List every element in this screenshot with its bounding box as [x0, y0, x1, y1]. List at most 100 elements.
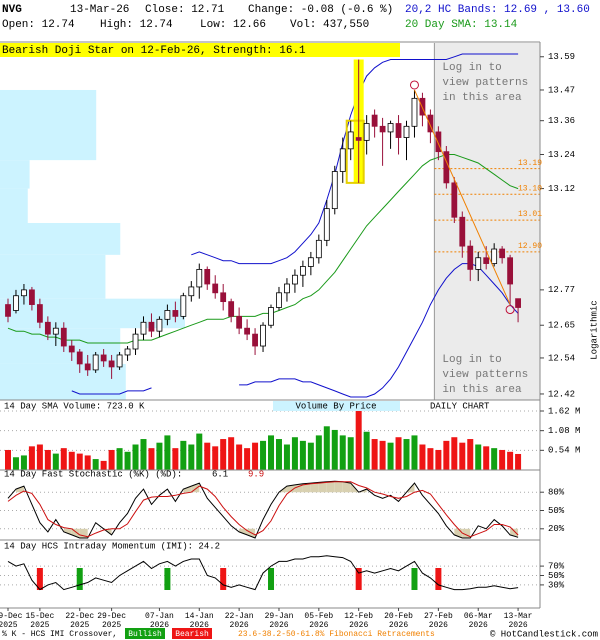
open: Open: 12.74: [2, 19, 75, 31]
volume-bar: [36, 444, 43, 470]
panel-label: DAILY CHART: [430, 401, 490, 411]
candle-body: [228, 301, 235, 317]
candle-body: [68, 345, 75, 353]
pattern-outline: [345, 119, 365, 184]
back-layer: [0, 43, 540, 590]
low: Low: 12.66: [200, 19, 266, 31]
x-tick-label: 22-Dec: [65, 612, 94, 621]
footer-bullish: Bullish: [128, 630, 162, 639]
candle-body: [355, 137, 362, 141]
volume-bar: [371, 439, 378, 470]
candle-body: [459, 216, 466, 247]
candle-body: [387, 123, 394, 133]
volume-bar: [467, 439, 474, 470]
volume-bar: [108, 449, 115, 470]
candle-body: [92, 354, 99, 371]
change: Change: -0.08 (-0.6 %): [248, 4, 393, 16]
oversold-shade: [63, 528, 72, 535]
x-tick-label: 2026: [150, 621, 169, 630]
candle-body: [371, 114, 378, 127]
bands-legend: 20,2 HC Bands: 12.69 , 13.60: [405, 4, 590, 16]
x-tick-label: 2026: [508, 621, 527, 630]
volume-bar: [180, 440, 187, 470]
y-tick-label: 13.24: [548, 150, 575, 160]
swing-marker: [505, 305, 515, 315]
overbought-shade: [15, 486, 24, 493]
candle-body: [164, 310, 171, 320]
swing-marker: [409, 80, 419, 90]
volume-bar: [363, 431, 370, 470]
volume-bar: [12, 457, 19, 470]
close: Close: 12.71: [145, 4, 225, 16]
mark-layer: [5, 53, 522, 591]
x-tick-label: 2026: [429, 621, 448, 630]
candle-body: [180, 295, 187, 317]
candle-body: [44, 321, 51, 335]
volume-bar: [52, 453, 59, 470]
x-tick-label: 2026: [230, 621, 249, 630]
volume-bar: [124, 451, 131, 470]
volume-by-price-bar: [0, 254, 106, 299]
candle-body: [252, 333, 258, 347]
overlay-line: [7, 154, 519, 344]
volume-bar: [443, 440, 450, 470]
volume-bar: [427, 448, 434, 470]
volume-bar: [188, 444, 195, 470]
candle-body: [467, 245, 474, 270]
candle-body: [331, 171, 338, 210]
y-tick-label: 12.65: [548, 321, 575, 331]
volume-bar: [28, 446, 35, 470]
volume-bar: [204, 442, 211, 470]
fib-label: 13.19: [518, 159, 542, 168]
overbought-shade: [334, 481, 343, 493]
volume-bar: [116, 448, 123, 470]
volume-bar: [459, 442, 466, 470]
candle-body: [268, 307, 274, 326]
pattern-notice: in this area: [442, 92, 522, 104]
volume-by-price-bar: [0, 89, 97, 161]
date: 13-Mar-26: [70, 4, 129, 16]
overbought-shade: [342, 481, 351, 493]
volume-bar: [475, 444, 482, 470]
volume-bar: [60, 448, 67, 470]
volume-bar: [507, 451, 514, 470]
vbp-title: Volume By Price: [295, 401, 376, 411]
volume-bar: [339, 435, 346, 470]
x-tick-label: 2026: [269, 621, 288, 630]
pattern-region: [434, 43, 540, 400]
candle-body: [260, 324, 266, 347]
x-tick-label: 09-Dec: [0, 612, 23, 621]
overbought-shade: [286, 484, 295, 493]
overbought-shade: [310, 482, 319, 493]
pattern-notice: view patterns: [442, 77, 528, 89]
candle-body: [140, 321, 147, 335]
candle-body: [499, 248, 506, 259]
x-tick-label: 2025: [102, 621, 121, 630]
x-tick-label: 22-Jan: [225, 612, 254, 621]
candle-body: [507, 257, 514, 285]
x-tick-label: 2025: [0, 621, 18, 630]
crossover-marker: [164, 568, 171, 590]
candle-body: [307, 257, 314, 267]
y-tick-label: 70%: [548, 561, 565, 571]
annotation: Bearish Doji Star on 12-Feb-26, Strength…: [2, 45, 306, 57]
candle-body: [172, 310, 179, 317]
x-tick-label: 29-Jan: [265, 612, 294, 621]
candle-body: [395, 123, 402, 138]
candle-body: [204, 268, 211, 285]
volume-by-price-bar: [0, 223, 121, 255]
candle-body: [284, 283, 290, 294]
x-tick-label: 15-Dec: [25, 612, 54, 621]
volume-bar: [44, 449, 51, 470]
volume-bar: [92, 459, 99, 470]
volume-bar: [84, 455, 91, 470]
candle-body: [427, 114, 434, 133]
pattern-notice: Log in to: [442, 62, 501, 74]
overbought-shade: [326, 481, 335, 493]
x-tick-label: 2026: [309, 621, 328, 630]
candle-body: [29, 289, 35, 305]
fib-label: 13.01: [518, 210, 542, 219]
y-tick-label: 13.36: [548, 116, 575, 126]
candle-body: [148, 321, 155, 332]
candle-body: [36, 304, 43, 323]
